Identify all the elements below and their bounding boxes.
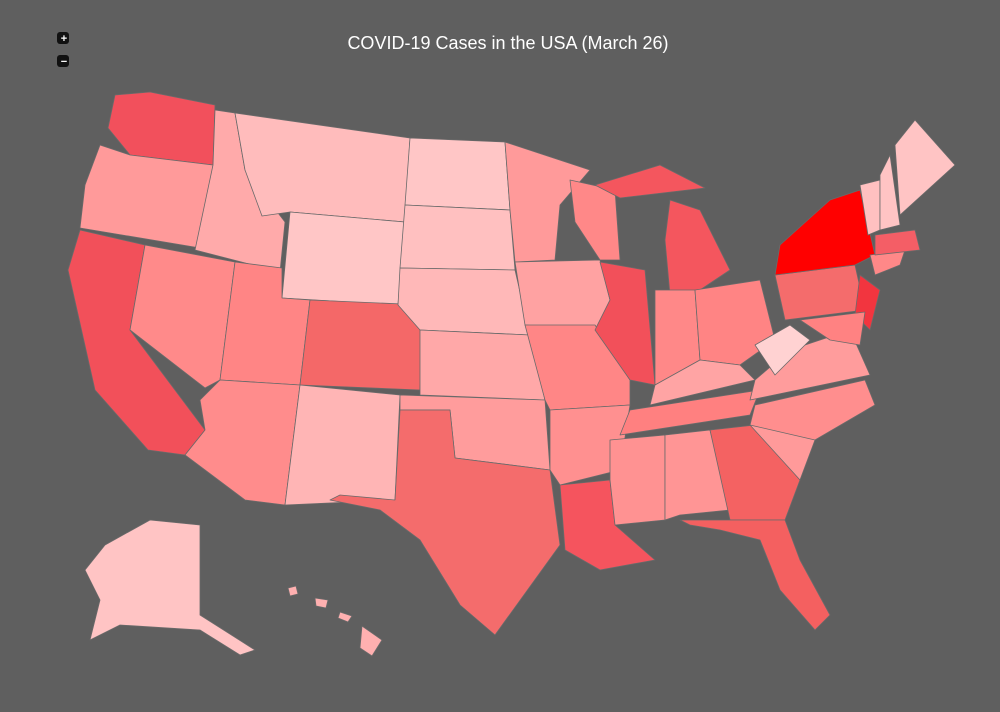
state bbox=[284, 384, 401, 506]
zoom-out-button[interactable] bbox=[57, 55, 69, 67]
state bbox=[619, 389, 761, 436]
state bbox=[404, 137, 511, 211]
state bbox=[84, 519, 256, 656]
state bbox=[609, 434, 666, 526]
state bbox=[329, 409, 561, 636]
state bbox=[649, 359, 756, 406]
state bbox=[894, 119, 956, 216]
state bbox=[754, 324, 811, 376]
state bbox=[664, 429, 731, 521]
state bbox=[874, 229, 921, 256]
zoom-out[interactable]: − bbox=[57, 55, 69, 68]
state bbox=[514, 259, 611, 331]
state bbox=[337, 611, 353, 623]
state bbox=[287, 585, 299, 597]
state bbox=[314, 597, 329, 609]
zoom-in[interactable]: + bbox=[57, 32, 69, 45]
map-title: COVID-19 Cases in the USA (March 26) bbox=[347, 33, 668, 53]
zoom-in-button[interactable] bbox=[57, 32, 69, 44]
state bbox=[129, 244, 236, 389]
state bbox=[749, 379, 876, 441]
state bbox=[694, 279, 776, 366]
state bbox=[419, 329, 546, 401]
state bbox=[397, 267, 531, 336]
state bbox=[594, 261, 656, 386]
states bbox=[67, 91, 956, 657]
zoom-in-label[interactable]: + bbox=[61, 33, 67, 45]
state bbox=[359, 625, 383, 657]
state bbox=[504, 141, 591, 263]
zoom-out-label[interactable]: − bbox=[61, 56, 67, 68]
state bbox=[799, 311, 866, 346]
state bbox=[594, 164, 706, 199]
state bbox=[879, 154, 901, 231]
state bbox=[281, 211, 406, 306]
state bbox=[399, 204, 516, 271]
state bbox=[709, 424, 801, 521]
state bbox=[679, 519, 831, 631]
